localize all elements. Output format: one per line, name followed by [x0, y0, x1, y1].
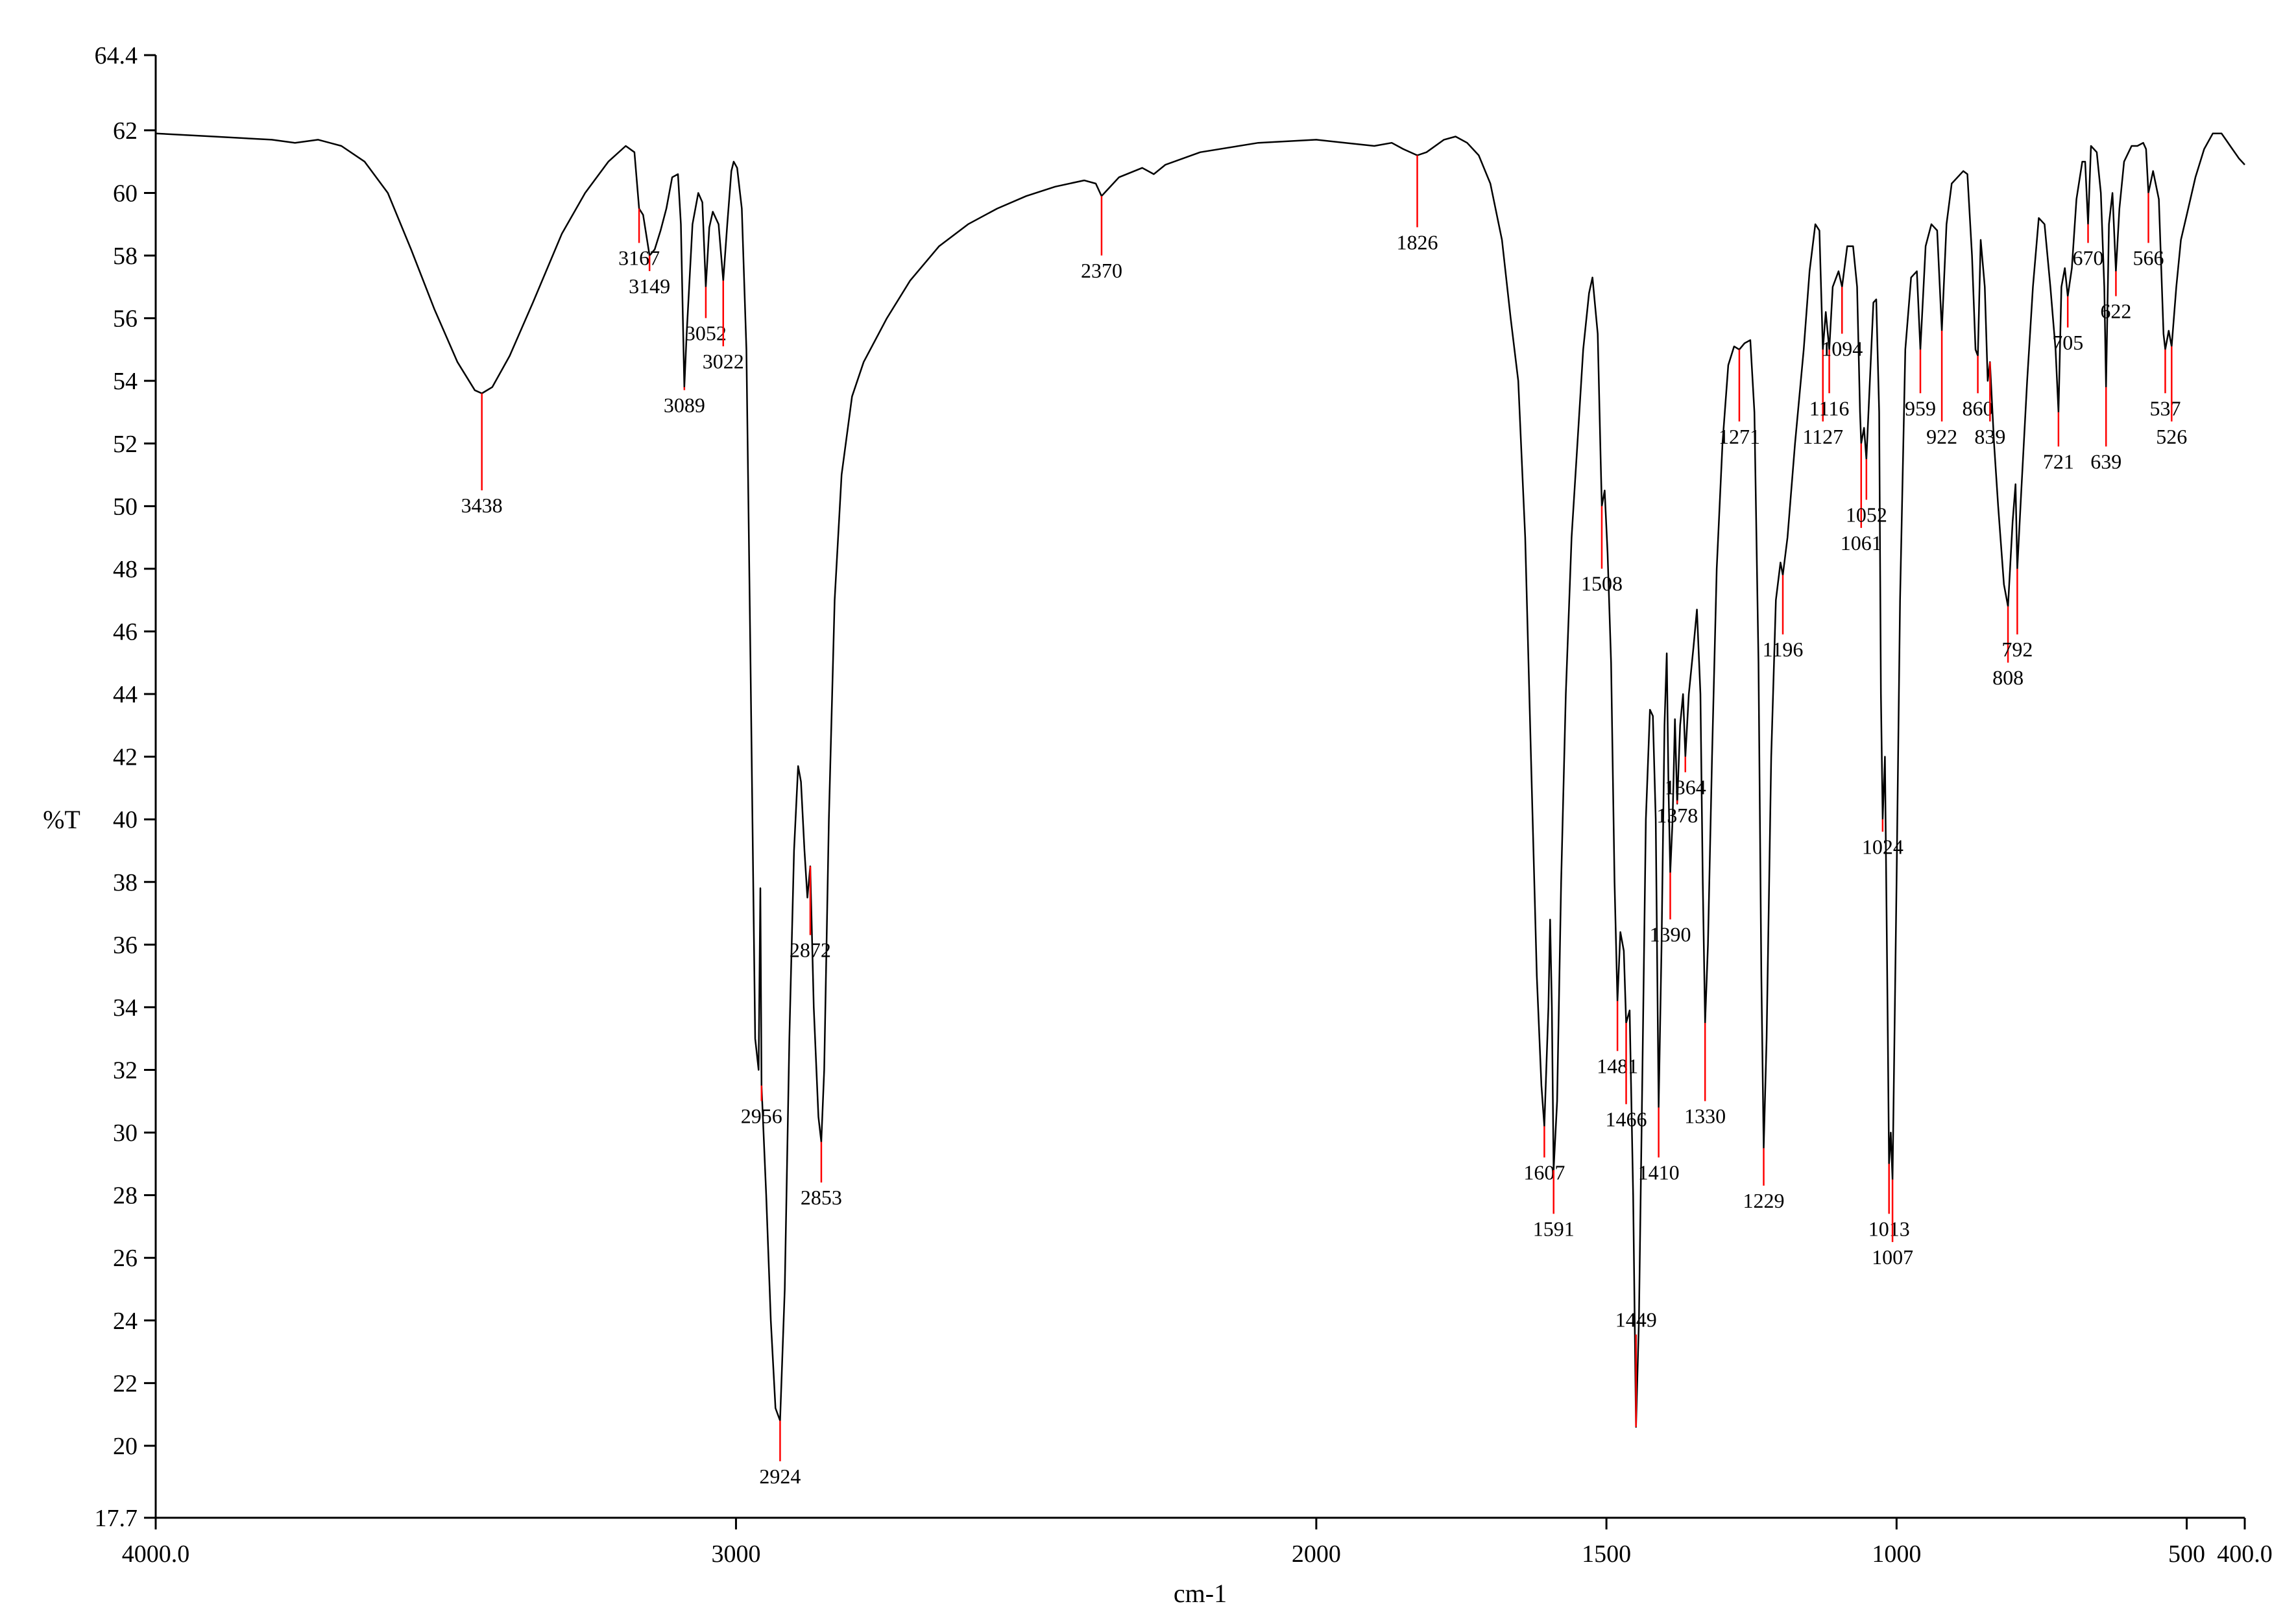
peak-label: 3089	[664, 393, 705, 416]
peak-label: 622	[2100, 300, 2131, 323]
peak-label: 1449	[1615, 1308, 1657, 1331]
y-tick-label: 54	[113, 368, 138, 395]
y-tick-label: 58	[113, 243, 138, 270]
y-tick-label: 32	[113, 1057, 138, 1084]
y-axis-ticks: 64.4 62 60 58 56 54 52 50 48 46 44 42 40 38 36 34 32 30 28…	[95, 42, 156, 1532]
peak-label: 1466	[1606, 1107, 1647, 1131]
peak-label: 808	[1992, 666, 2024, 689]
x-tick-label: 4000.0	[122, 1540, 190, 1568]
peak-label: 839	[1974, 425, 2005, 448]
peak-label: 959	[1905, 396, 1936, 420]
y-tick-label: 48	[113, 556, 138, 583]
peak-label: 1052	[1846, 503, 1887, 526]
y-tick-label: 50	[113, 493, 138, 520]
peak-label: 1410	[1638, 1161, 1680, 1184]
x-tick-label: 1000	[1872, 1540, 1921, 1568]
axes	[154, 55, 2245, 1519]
peak-annotations: 3438 3167 3149 3089 3052 3022 2956 2924 2872 2853…	[461, 155, 2187, 1488]
peak-label: 3052	[685, 321, 727, 344]
y-tick-label: 38	[113, 869, 138, 896]
y-tick-label: 52	[113, 431, 138, 458]
peak-label: 1378	[1656, 804, 1698, 827]
peak-label: 705	[2052, 331, 2083, 354]
y-tick-label: 46	[113, 618, 138, 645]
y-tick-label: 24	[113, 1308, 138, 1335]
y-tick-label: 22	[113, 1370, 138, 1397]
y-tick-label: 44	[113, 681, 138, 708]
x-tick-label: 3000	[711, 1540, 760, 1568]
peak-label: 1007	[1872, 1245, 1913, 1269]
peak-label: 670	[2073, 246, 2104, 270]
peak-label: 2924	[759, 1465, 801, 1488]
peak-label: 1364	[1665, 776, 1706, 799]
peak-label: 860	[1963, 396, 1994, 420]
peak-label: 922	[1926, 425, 1957, 448]
peak-label: 3022	[703, 350, 744, 373]
peak-label: 1271	[1719, 425, 1760, 448]
peak-label: 1127	[1802, 425, 1843, 448]
spectrum-line	[155, 132, 2245, 1428]
peak-label: 1826	[1397, 230, 1438, 254]
peak-label: 3149	[629, 274, 670, 298]
y-tick-label: 34	[113, 994, 138, 1022]
spectrum-series	[155, 132, 2245, 1428]
peak-label: 1481	[1597, 1054, 1638, 1077]
peak-label: 1196	[1763, 638, 1804, 661]
peak-label: 2370	[1081, 259, 1122, 282]
peak-label: 1607	[1523, 1161, 1565, 1184]
y-tick-label: 28	[113, 1182, 138, 1210]
peak-label: 639	[2090, 449, 2121, 473]
peak-label: 1094	[1821, 337, 1863, 361]
y-tick-label: 56	[113, 305, 138, 333]
peak-label: 1508	[1581, 572, 1623, 595]
peak-label: 1013	[1868, 1217, 1910, 1240]
peak-label: 2956	[741, 1105, 782, 1128]
y-tick-label: 64.4	[95, 42, 138, 69]
peak-label: 526	[2156, 425, 2187, 448]
peak-label: 3438	[461, 494, 503, 517]
y-tick-label: 62	[113, 117, 138, 145]
peak-label: 537	[2149, 396, 2181, 420]
y-tick-label: 60	[113, 180, 138, 207]
peak-label: 3167	[618, 246, 660, 270]
x-tick-label: 2000	[1292, 1540, 1341, 1568]
y-tick-label: 26	[113, 1245, 138, 1272]
peak-label: 1330	[1684, 1105, 1726, 1128]
peak-label: 1024	[1862, 835, 1903, 858]
peak-label: 1591	[1533, 1217, 1575, 1240]
y-tick-label: 30	[113, 1120, 138, 1147]
peak-label: 792	[2001, 638, 2033, 661]
x-axis-ticks: 4000.0 3000 2000 1500 1000 500 400.0	[122, 1518, 2273, 1568]
peak-label: 1229	[1743, 1189, 1785, 1212]
peak-label: 2872	[790, 939, 831, 962]
x-tick-label: 400.0	[2217, 1540, 2273, 1568]
peak-label: 566	[2133, 246, 2164, 270]
peak-label: 1061	[1841, 531, 1882, 555]
peak-label: 2853	[801, 1186, 842, 1209]
y-axis-title: %T	[43, 805, 80, 834]
x-tick-label: 1500	[1582, 1540, 1631, 1568]
x-tick-label: 500	[2168, 1540, 2205, 1568]
peak-label: 1116	[1809, 396, 1850, 420]
y-tick-label: 20	[113, 1433, 138, 1460]
peak-label: 721	[2043, 449, 2074, 473]
peak-label: 1390	[1650, 923, 1691, 946]
y-tick-label: 40	[113, 806, 138, 833]
y-tick-label: 36	[113, 931, 138, 959]
y-tick-label: 17.7	[95, 1505, 138, 1532]
y-tick-label: 42	[113, 744, 138, 771]
x-axis-title: cm-1	[1174, 1579, 1227, 1608]
